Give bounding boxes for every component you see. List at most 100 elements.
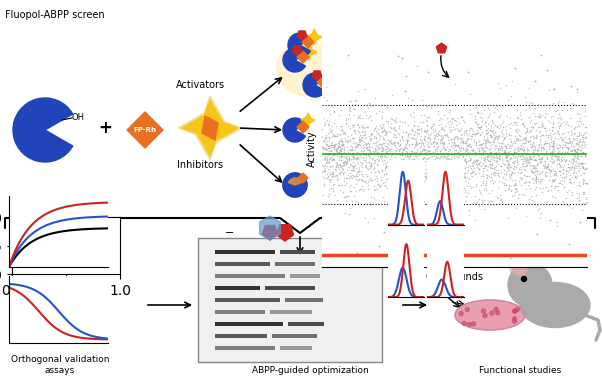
Point [317, 162, 327, 168]
Point [483, 138, 492, 144]
Point [527, 133, 536, 139]
Point [382, 170, 391, 176]
Point [376, 142, 386, 149]
Point [323, 130, 333, 136]
Point [535, 215, 545, 221]
Bar [272, 334, 317, 338]
Point [523, 139, 533, 145]
Point [517, 150, 527, 157]
Point [458, 182, 468, 188]
Point [445, 197, 455, 203]
Point [474, 138, 483, 144]
Point [480, 163, 489, 169]
Point [553, 100, 563, 106]
Point [541, 139, 551, 146]
Point [361, 157, 370, 163]
Point [489, 132, 499, 138]
Point [320, 153, 330, 159]
Point [475, 158, 485, 165]
Point [356, 158, 365, 165]
Point [446, 136, 456, 142]
Point [573, 133, 582, 139]
Point [344, 155, 354, 161]
Point [323, 173, 333, 179]
Point [432, 139, 441, 145]
Point [497, 144, 507, 150]
Point [447, 165, 456, 171]
Point [524, 85, 533, 91]
Point [554, 103, 563, 109]
Point [569, 143, 579, 149]
Point [552, 107, 562, 113]
Point [565, 171, 575, 178]
Point [470, 200, 480, 206]
Point [453, 125, 462, 131]
Point [369, 149, 379, 155]
Point [373, 126, 383, 132]
Point [495, 146, 505, 152]
Point [396, 165, 405, 171]
Point [353, 169, 362, 175]
Point [344, 184, 354, 190]
Point [332, 145, 342, 151]
Point [541, 132, 550, 138]
Point [386, 197, 396, 203]
Point [406, 149, 416, 155]
Point [458, 140, 467, 146]
Point [487, 162, 497, 168]
Point [409, 167, 419, 173]
Point [426, 125, 435, 131]
Point [324, 176, 334, 182]
Point [429, 181, 439, 187]
Point [439, 141, 449, 147]
Point [448, 139, 458, 145]
Point [420, 170, 430, 176]
Point [325, 176, 335, 182]
Point [429, 170, 439, 176]
Point [473, 109, 482, 115]
Point [364, 141, 374, 147]
Point [359, 147, 369, 153]
Point [515, 145, 525, 151]
Point [537, 132, 547, 138]
Point [548, 166, 558, 173]
Point [460, 165, 470, 171]
Point [401, 178, 411, 184]
Point [532, 171, 542, 177]
Point [573, 182, 582, 188]
Point [498, 155, 507, 161]
Point [345, 147, 355, 153]
Point [488, 117, 497, 123]
Point [445, 146, 455, 152]
Point [340, 149, 349, 155]
Point [580, 113, 590, 119]
Point [551, 170, 561, 176]
Point [558, 141, 568, 147]
Point [417, 184, 427, 190]
Point [371, 173, 381, 179]
Point [511, 149, 521, 155]
Point [538, 186, 547, 192]
Point [376, 182, 385, 188]
Point [479, 186, 489, 192]
Point [511, 136, 521, 142]
Point [436, 175, 446, 181]
Point [377, 168, 386, 174]
Point [321, 145, 330, 151]
Point [355, 113, 364, 119]
Point [474, 142, 483, 148]
Point [478, 140, 488, 146]
Point [493, 167, 503, 173]
Point [415, 162, 424, 168]
Point [386, 115, 396, 121]
Point [461, 127, 471, 133]
Point [433, 111, 443, 117]
Point [327, 156, 337, 162]
Point [337, 154, 346, 160]
Point [535, 156, 545, 162]
Point [428, 162, 438, 168]
Point [343, 159, 352, 165]
Point [460, 187, 470, 193]
Point [432, 200, 441, 206]
Point [519, 140, 529, 146]
